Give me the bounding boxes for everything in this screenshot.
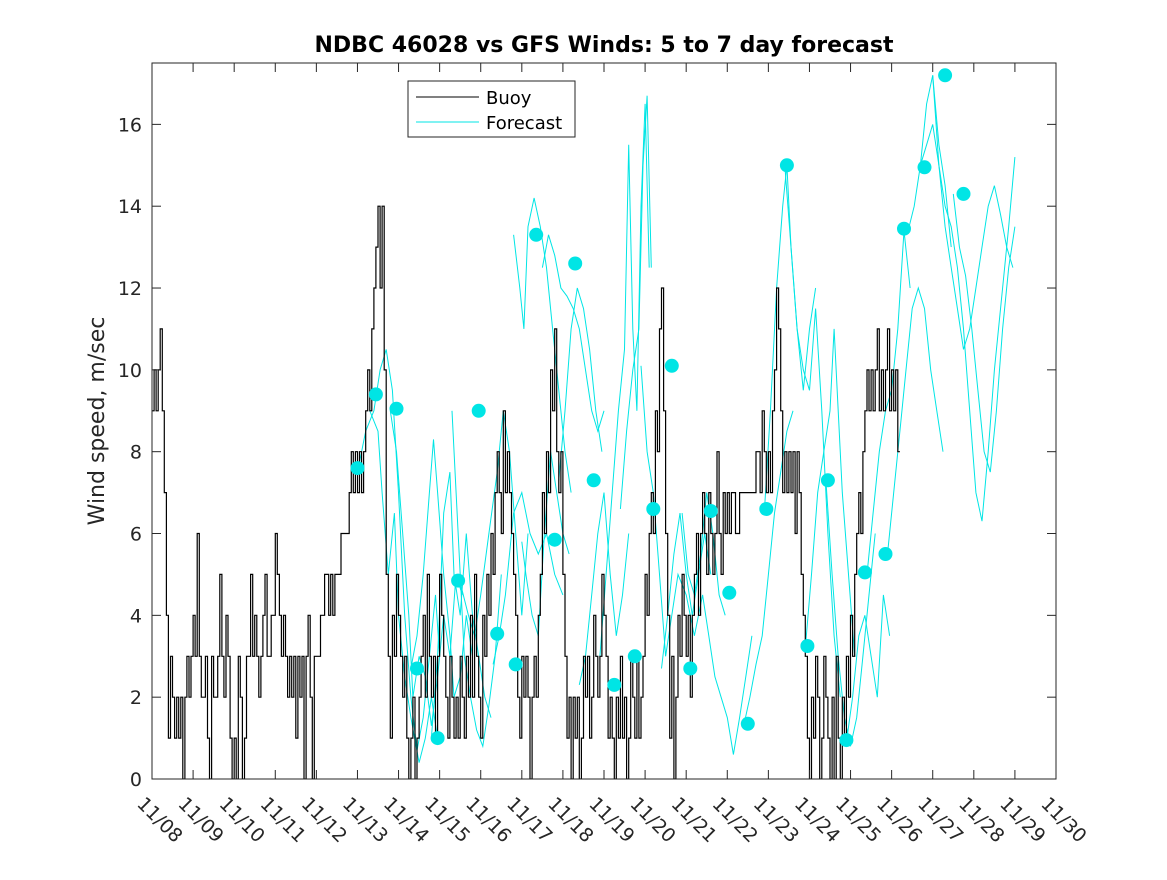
forecast-line-21 [784,165,841,698]
forecast-line-29 [932,75,1014,350]
forecast-marker-30 [938,68,953,83]
plot-layer [152,68,1016,779]
forecast-line-16 [661,513,712,669]
y-tick-label: 4 [130,605,142,627]
forecast-line-0 [357,349,441,751]
forecast-marker-9 [529,227,544,242]
y-tick-label: 12 [118,278,142,300]
forecast-line-5 [451,410,502,749]
forecast-marker-5 [451,573,466,588]
forecast-marker-11 [568,256,583,271]
y-tick-label: 0 [130,769,142,791]
forecast-marker-2 [389,401,404,416]
chart-title: NDBC 46028 vs GFS Winds: 5 to 7 day fore… [315,33,894,58]
buoy-line [152,205,900,779]
y-tick-label: 14 [118,196,142,218]
forecast-marker-7 [490,626,505,641]
y-tick-label: 2 [130,687,142,709]
forecast-line-23 [825,480,876,747]
forecast-line-25 [866,230,911,575]
forecast-marker-1 [368,387,383,402]
forecast-line-17 [681,492,726,616]
forecast-line-30 [952,193,1016,473]
forecast-line-7 [492,490,564,665]
forecast-marker-0 [350,461,365,476]
forecast-line-27 [907,75,952,248]
forecast-line-14 [619,95,652,510]
forecast-marker-31 [956,186,971,201]
forecast-marker-26 [857,565,872,580]
forecast-marker-16 [664,358,679,373]
y-tick-label: 16 [118,114,142,136]
legend-forecast-label: Forecast [486,113,562,134]
forecast-marker-18 [703,504,718,518]
plot-area [152,68,1016,779]
forecast-line-24 [845,594,891,743]
forecast-marker-24 [820,473,835,488]
forecast-line-12 [578,492,630,686]
forecast-marker-13 [607,677,622,692]
y-tick-label: 10 [118,360,142,382]
forecast-marker-6 [471,403,486,418]
forecast-marker-3 [410,661,424,676]
forecast-line-22 [804,328,856,657]
forecast-marker-14 [627,649,642,664]
forecast-marker-19 [722,585,737,600]
forecast-line-28 [919,124,1016,522]
forecast-marker-21 [759,502,774,516]
y-tick-label: 8 [130,442,142,464]
forecast-marker-17 [683,661,698,676]
forecast-marker-10 [547,532,562,547]
forecast-marker-23 [800,639,815,653]
forecast-line-8 [513,197,572,493]
forecast-marker-12 [586,473,601,488]
forecast-marker-29 [917,160,932,175]
forecast-line-18 [702,594,753,755]
forecast-marker-15 [646,502,661,516]
forecast-line-10 [541,234,605,433]
legend: Buoy Forecast [407,80,576,138]
forecast-line-19 [743,410,794,726]
forecast-marker-27 [878,547,893,561]
y-axis-label: Wind speed, m/sec [85,317,110,526]
forecast-line-3 [410,439,473,698]
forecast-line-1 [369,410,439,763]
forecast-line-20 [763,165,817,514]
forecast-line-26 [887,286,944,555]
forecast-marker-4 [430,731,445,746]
forecast-line-11 [558,287,603,481]
forecast-marker-22 [779,158,794,173]
forecast-marker-20 [740,716,755,731]
forecast-marker-8 [508,657,523,672]
forecast-marker-25 [839,733,854,748]
y-tick-label: 6 [130,524,142,546]
legend-buoy-label: Buoy [486,88,532,109]
forecast-marker-28 [897,221,911,236]
legend-box [407,80,576,138]
forecast-line-4 [430,472,492,739]
